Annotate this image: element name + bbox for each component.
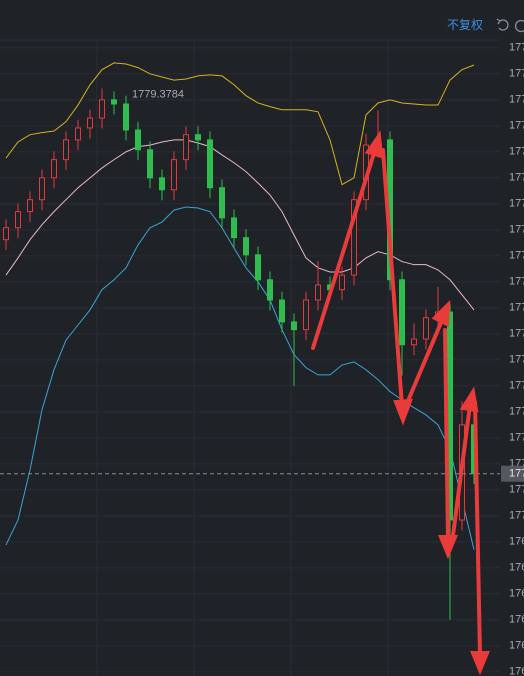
candle-body xyxy=(111,99,117,105)
arrow-line xyxy=(311,148,377,350)
y-tick-label: 177 xyxy=(509,68,524,80)
candle-body xyxy=(3,227,9,241)
undo-icon[interactable] xyxy=(496,18,509,31)
arrow-head xyxy=(470,651,490,676)
undo-arc xyxy=(498,19,509,31)
grid xyxy=(0,47,500,673)
candle-body xyxy=(183,134,189,161)
y-tick-label: 176 xyxy=(509,666,524,676)
toolbar-button[interactable]: 不复权 xyxy=(447,18,483,32)
candle-body xyxy=(87,117,93,129)
candle-body xyxy=(147,149,153,179)
candle-body xyxy=(255,254,261,281)
y-tick-label: 177 xyxy=(509,484,524,496)
y-tick-label: 177 xyxy=(509,146,524,158)
y-tick-label: 177 xyxy=(509,510,524,522)
last-price-label: 177 xyxy=(509,468,524,480)
zoom-icon[interactable] xyxy=(514,19,524,33)
y-tick-label: 177 xyxy=(509,120,524,132)
candle-body xyxy=(243,237,249,256)
candle-body xyxy=(267,279,273,301)
candle-body xyxy=(411,338,417,346)
y-tick-label: 177 xyxy=(509,406,524,418)
candle-body xyxy=(123,103,129,131)
candle-body xyxy=(171,159,177,191)
undo-head xyxy=(496,18,501,25)
candle-body xyxy=(207,139,213,189)
y-tick-label: 177 xyxy=(509,42,524,54)
y-tick-label: 177 xyxy=(509,432,524,444)
candle-body xyxy=(351,199,357,276)
candle-body xyxy=(279,299,285,323)
candle-body xyxy=(63,139,69,161)
y-tick-label: 176 xyxy=(509,640,524,652)
arrow-line xyxy=(403,316,445,410)
candle-body xyxy=(135,129,141,151)
last-price-box xyxy=(501,465,524,482)
candle-body xyxy=(423,317,429,340)
arrow-line xyxy=(381,148,404,408)
candle-body xyxy=(291,321,297,331)
arrow-line xyxy=(450,403,472,545)
y-tick-label: 177 xyxy=(509,250,524,262)
arrow-line xyxy=(443,328,450,542)
candle-body xyxy=(75,127,81,141)
bands xyxy=(5,62,475,550)
candle-body xyxy=(399,279,405,346)
candle-body xyxy=(231,217,237,239)
y-tick-label: 177 xyxy=(509,224,524,236)
arrow-line xyxy=(473,400,482,658)
y-axis: 177 177 177 177 177 177 177 177 177 177 177 177 177 1… xyxy=(0,42,524,676)
y-tick-label: 177 xyxy=(509,276,524,288)
candle-body xyxy=(15,211,21,229)
candle-body xyxy=(39,177,45,201)
y-tick-label: 177 xyxy=(509,302,524,314)
candle-body xyxy=(51,159,57,179)
candle-body xyxy=(195,134,201,141)
candle-body xyxy=(303,299,309,331)
arrow-head xyxy=(364,130,384,159)
band-line xyxy=(5,62,475,186)
max-label: 1779.3784 xyxy=(132,88,184,100)
y-tick-label: 176 xyxy=(509,614,524,626)
y-tick-label: 177 xyxy=(509,380,524,392)
candle-body xyxy=(99,99,105,119)
y-tick-label: 177 xyxy=(509,94,524,106)
y-tick-label: 177 xyxy=(509,198,524,210)
annotation-arrows xyxy=(311,130,490,676)
candle-body xyxy=(27,199,33,213)
y-tick-label: 176 xyxy=(509,588,524,600)
y-tick-label: 177 xyxy=(509,354,524,366)
y-tick-label: 176 xyxy=(509,536,524,548)
y-tick-label: 177 xyxy=(509,172,524,184)
candle-body xyxy=(159,177,165,191)
candle-body xyxy=(315,284,321,301)
candle-body xyxy=(339,274,345,291)
band-line xyxy=(5,139,475,311)
arrow-head xyxy=(431,299,451,328)
y-tick-label: 177 xyxy=(509,328,524,340)
band-line xyxy=(5,206,475,550)
candle-body xyxy=(219,187,225,219)
y-tick-label: 176 xyxy=(509,562,524,574)
